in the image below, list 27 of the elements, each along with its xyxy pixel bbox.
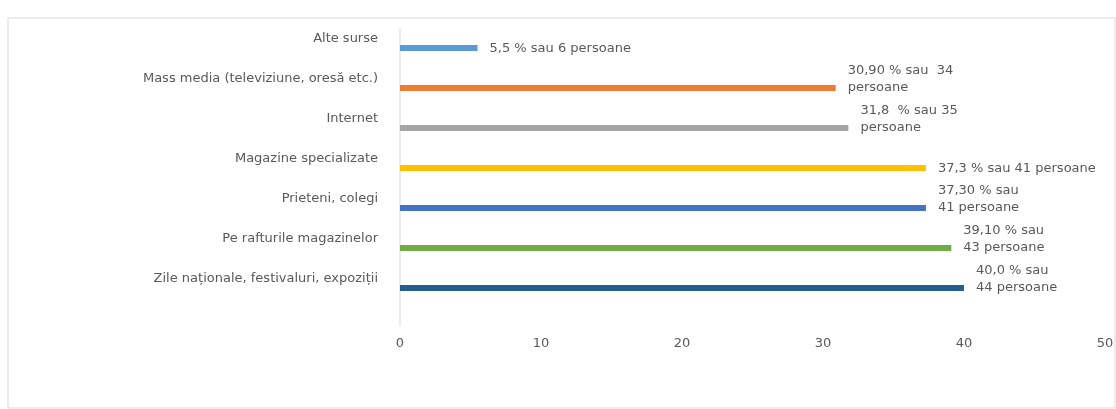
bar — [400, 205, 926, 211]
bar — [400, 285, 964, 291]
y-tick-label: Mass media (televiziune, oresă etc.) — [142, 70, 378, 85]
x-tick-label: 0 — [395, 335, 405, 350]
y-tick-label: Internet — [326, 110, 378, 125]
x-tick-label: 10 — [532, 335, 550, 350]
bar — [400, 165, 926, 171]
data-label: 31,8 % sau 35 persoane — [860, 102, 958, 134]
data-label: 37,3 % sau 41 persoane — [937, 160, 1096, 175]
x-tick-label: 50 — [1096, 335, 1114, 350]
bar — [400, 45, 478, 51]
bar — [400, 245, 952, 251]
data-label: 39,10 % sau 43 persoane — [963, 222, 1045, 254]
x-tick-label: 30 — [814, 335, 832, 350]
data-label: 40,0 % sau 44 persoane — [976, 262, 1058, 294]
data-label: 37,30 % sau 41 persoane — [937, 182, 1020, 214]
y-tick-label: Magazine specializate — [234, 150, 378, 165]
y-tick-label: Pe rafturile magazinelor — [222, 230, 379, 245]
data-label: 5,5 % sau 6 persoane — [489, 40, 631, 55]
x-tick-label: 20 — [673, 335, 691, 350]
y-tick-label: Zile naționale, festivaluri, expoziții — [153, 270, 378, 285]
y-tick-label: Alte surse — [313, 30, 378, 45]
y-tick-label: Prieteni, colegi — [281, 190, 378, 205]
x-tick-label: 40 — [955, 335, 973, 350]
bar — [400, 85, 836, 91]
bar — [400, 125, 849, 131]
data-label: 30,90 % sau 34 persoane — [847, 62, 954, 94]
